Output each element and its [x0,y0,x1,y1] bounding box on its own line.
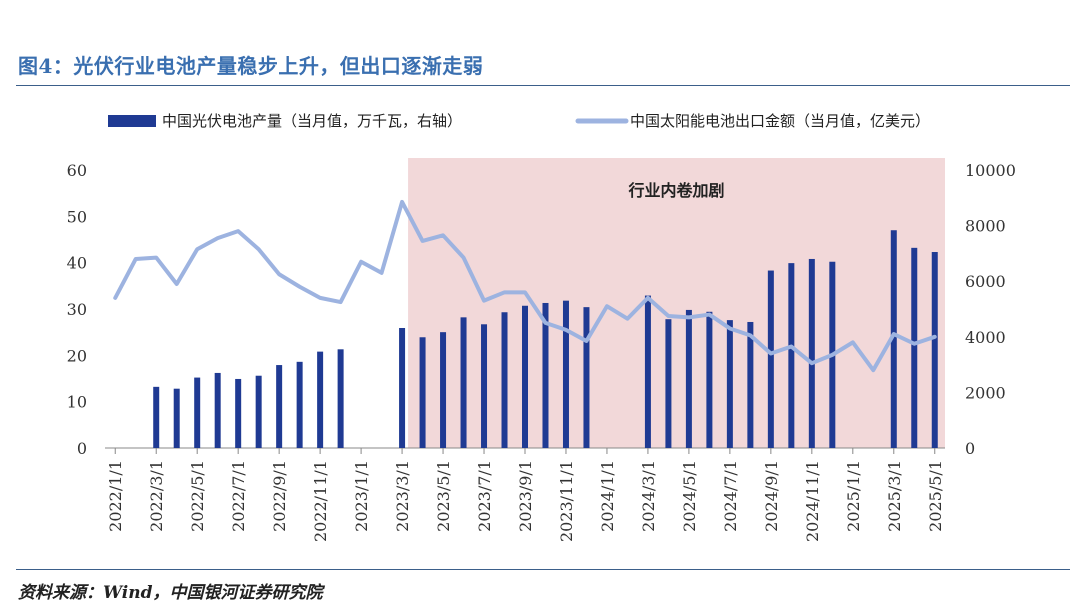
left-axis-tick-label: 50 [67,207,87,226]
x-axis-tick-label: 2023/11/1 [557,460,576,542]
shaded-region [408,158,945,448]
left-axis-tick-label: 0 [77,439,87,458]
bar [337,349,344,448]
bar [276,365,283,448]
right-axis-tick-label: 2000 [965,383,1006,402]
bar [419,337,426,448]
legend: 中国光伏电池产量（当月值，万千瓦，右轴） 中国太阳能电池出口金额（当月值，亿美元… [108,112,930,130]
bar [542,302,549,448]
chart-area: 中国光伏电池产量（当月值，万千瓦，右轴） 中国太阳能电池出口金额（当月值，亿美元… [67,112,1016,542]
x-axis-tick-label: 2024/3/1 [639,460,658,532]
right-axis-tick-label: 4000 [965,328,1006,347]
shade-layer [408,158,945,448]
bar [788,263,795,448]
left-axis-tick-label: 10 [67,393,87,412]
bar [767,270,774,448]
x-axis-tick-label: 2022/1/1 [106,460,125,532]
bar [481,324,488,448]
bar [706,311,713,448]
legend-bar-label: 中国光伏电池产量（当月值，万千瓦，右轴） [162,112,462,130]
line-series [113,199,937,373]
left-axis-tick-label: 40 [67,254,87,273]
bar [808,258,815,448]
bar [931,252,938,448]
x-axis-tick-label: 2023/7/1 [475,460,494,532]
x-axis-tick-label: 2025/5/1 [926,460,945,532]
left-axis-tick-label: 30 [67,300,87,319]
bar [235,378,242,448]
bar [685,309,692,448]
title-divider [16,85,1070,86]
bar [562,300,569,448]
axes: 0 10 20 30 40 50 60 0 2000 4000 6000 8000 10000 2022/… [67,161,1016,542]
bar [255,375,262,448]
bar [153,386,160,448]
legend-line-label: 中国太阳能电池出口金额（当月值，亿美元） [630,112,930,130]
bar [522,305,528,448]
x-axis-tick-label: 2022/5/1 [188,460,207,532]
x-axis-tick-label: 2022/11/1 [311,460,330,542]
x-axis-tick-label: 2023/5/1 [434,460,453,532]
x-axis-tick-label: 2024/1/1 [598,460,617,532]
x-axis-tick-label: 2023/1/1 [352,460,371,532]
bar [644,295,651,448]
bar [665,319,672,448]
x-axis-tick-label: 2025/1/1 [844,460,863,532]
bar [747,321,754,448]
right-axis-tick-label: 6000 [965,272,1006,291]
bar [460,317,467,448]
chart-title: 图4：光伏行业电池产量稳步上升，但出口逐渐走弱 [18,54,484,78]
x-axis-tick-label: 2024/5/1 [680,460,699,532]
bar [440,332,447,448]
bar [317,351,324,448]
bar [583,307,590,448]
bar [214,372,221,448]
x-axis-tick-label: 2023/3/1 [393,460,412,532]
bar [911,247,918,448]
x-axis-tick-label: 2022/9/1 [270,460,289,532]
footer-divider [16,569,1070,570]
right-axis-tick-label: 10000 [965,161,1016,180]
bar [194,377,201,448]
bar [726,320,733,448]
shade-annotation: 行业内卷加剧 [628,181,725,200]
x-axis-tick-label: 2024/9/1 [762,460,781,532]
bar [296,361,303,448]
x-axis-tick-label: 2024/11/1 [803,460,822,542]
bar-series [153,230,938,448]
right-axis-tick-label: 8000 [965,217,1006,236]
export-line [113,199,937,373]
legend-bar-swatch [108,115,156,127]
x-axis-tick-label: 2023/9/1 [516,460,535,532]
bar [399,327,406,448]
bar [173,388,180,448]
left-axis-tick-label: 20 [67,346,87,365]
x-axis-tick-label: 2025/3/1 [885,460,904,532]
left-axis-tick-label: 60 [67,161,87,180]
bar [501,312,508,448]
source-note: 资料来源：Wind，中国银河证券研究院 [18,583,323,603]
x-axis-tick-label: 2022/3/1 [147,460,166,532]
right-axis-tick-label: 0 [965,439,975,458]
x-axis-tick-label: 2022/7/1 [229,460,248,532]
bar [890,230,897,448]
x-axis-tick-label: 2024/7/1 [721,460,740,532]
